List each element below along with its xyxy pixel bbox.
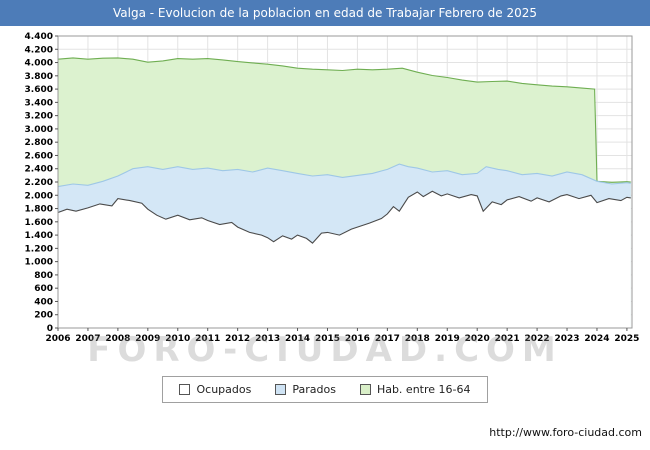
svg-text:2016: 2016 — [345, 334, 370, 344]
svg-text:3.000: 3.000 — [25, 125, 53, 135]
svg-text:2.600: 2.600 — [25, 151, 53, 161]
svg-text:2.200: 2.200 — [25, 178, 53, 188]
svg-text:2011: 2011 — [195, 334, 220, 344]
svg-text:2017: 2017 — [375, 334, 400, 344]
svg-text:2008: 2008 — [105, 334, 130, 344]
svg-text:600: 600 — [34, 284, 53, 294]
svg-text:3.600: 3.600 — [25, 85, 53, 95]
svg-text:3.400: 3.400 — [25, 98, 53, 108]
svg-text:2020: 2020 — [465, 334, 490, 344]
svg-text:2019: 2019 — [435, 334, 460, 344]
svg-text:2006: 2006 — [45, 334, 70, 344]
svg-text:2.000: 2.000 — [25, 191, 53, 201]
svg-text:1.800: 1.800 — [25, 205, 53, 215]
svg-text:2014: 2014 — [285, 334, 310, 344]
svg-text:1.200: 1.200 — [25, 244, 53, 254]
title-bar: Valga - Evolucion de la poblacion en eda… — [0, 0, 650, 26]
legend-box: Ocupados Parados Hab. entre 16-64 — [162, 376, 488, 403]
legend-label-parados: Parados — [292, 383, 336, 396]
legend-label-ocupados: Ocupados — [196, 383, 252, 396]
svg-text:2.400: 2.400 — [25, 165, 53, 175]
svg-text:2010: 2010 — [165, 334, 190, 344]
legend: Ocupados Parados Hab. entre 16-64 — [0, 376, 650, 403]
svg-text:3.800: 3.800 — [25, 72, 53, 82]
svg-text:2013: 2013 — [255, 334, 280, 344]
footer-url[interactable]: http://www.foro-ciudad.com — [489, 426, 642, 439]
svg-text:800: 800 — [34, 271, 53, 281]
svg-text:2.800: 2.800 — [25, 138, 53, 148]
svg-text:200: 200 — [34, 311, 53, 321]
svg-text:4.000: 4.000 — [25, 59, 53, 69]
svg-text:4.400: 4.400 — [25, 32, 53, 42]
svg-text:2007: 2007 — [75, 334, 100, 344]
svg-text:1.000: 1.000 — [25, 258, 53, 268]
legend-item-hab-16-64: Hab. entre 16-64 — [359, 383, 471, 396]
svg-text:3.200: 3.200 — [25, 112, 53, 122]
chart-svg: 0 200 400 600 800 1.000 1.200 1.400 1.600 1.800 2.… — [25, 32, 640, 344]
legend-item-parados: Parados — [275, 383, 336, 396]
svg-text:2022: 2022 — [525, 334, 550, 344]
svg-text:1.400: 1.400 — [25, 231, 53, 241]
svg-text:2024: 2024 — [584, 334, 609, 344]
legend-item-ocupados: Ocupados — [179, 383, 251, 396]
svg-text:0: 0 — [47, 324, 53, 334]
legend-swatch-ocupados — [179, 384, 191, 395]
svg-text:1.600: 1.600 — [25, 218, 53, 228]
svg-text:2018: 2018 — [405, 334, 430, 344]
svg-text:2023: 2023 — [554, 334, 579, 344]
svg-text:2025: 2025 — [614, 334, 639, 344]
svg-text:2015: 2015 — [315, 334, 340, 344]
svg-text:2021: 2021 — [495, 334, 520, 344]
svg-text:4.200: 4.200 — [25, 45, 53, 55]
legend-label-hab-16-64: Hab. entre 16-64 — [376, 383, 471, 396]
legend-swatch-hab-16-64 — [359, 384, 371, 395]
svg-text:2012: 2012 — [225, 334, 250, 344]
chart-title: Valga - Evolucion de la poblacion en eda… — [113, 6, 537, 20]
svg-text:400: 400 — [34, 297, 53, 307]
svg-text:2009: 2009 — [135, 334, 160, 344]
legend-swatch-parados — [275, 384, 287, 395]
